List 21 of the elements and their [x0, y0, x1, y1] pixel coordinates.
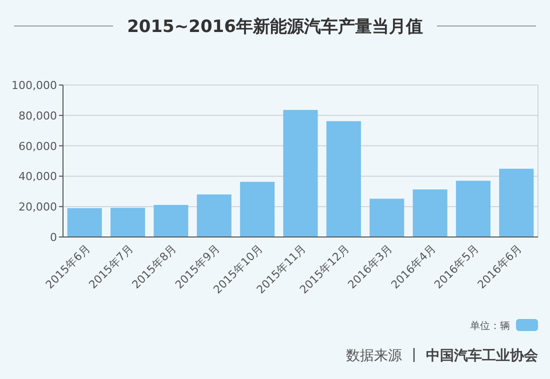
bar — [456, 180, 490, 237]
chart-title: 2015~2016年新能源汽车产量当月值 — [127, 17, 423, 37]
bar — [370, 198, 404, 237]
y-tick-label: 40,000 — [18, 170, 57, 184]
y-tick-label: 100,000 — [12, 79, 57, 92]
text: 中国汽车工业协会 — [426, 347, 539, 364]
bar — [412, 189, 448, 237]
text: 数据来源 — [346, 348, 402, 364]
bar — [499, 168, 534, 237]
y-tick-label: 60,000 — [18, 140, 57, 153]
bar — [240, 182, 275, 237]
bar — [283, 110, 318, 237]
y-tick-label: 80,000 — [18, 109, 57, 122]
bar — [110, 208, 146, 237]
y-tick-label: 20,000 — [18, 200, 57, 214]
legend-label: 单位：辆 — [470, 320, 510, 332]
bar — [196, 194, 232, 237]
bar — [326, 121, 361, 237]
bar — [67, 208, 102, 237]
bar — [154, 204, 188, 237]
y-tick-label: 0 — [50, 231, 57, 244]
